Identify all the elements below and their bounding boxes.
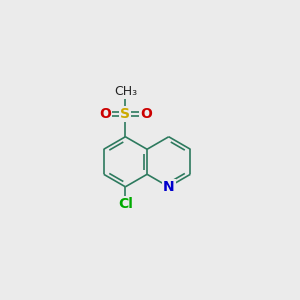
Text: N: N [163, 180, 175, 194]
Text: CH₃: CH₃ [114, 85, 137, 98]
Text: Cl: Cl [118, 197, 133, 211]
Text: O: O [99, 107, 111, 121]
Text: O: O [140, 107, 152, 121]
Text: S: S [120, 107, 130, 121]
